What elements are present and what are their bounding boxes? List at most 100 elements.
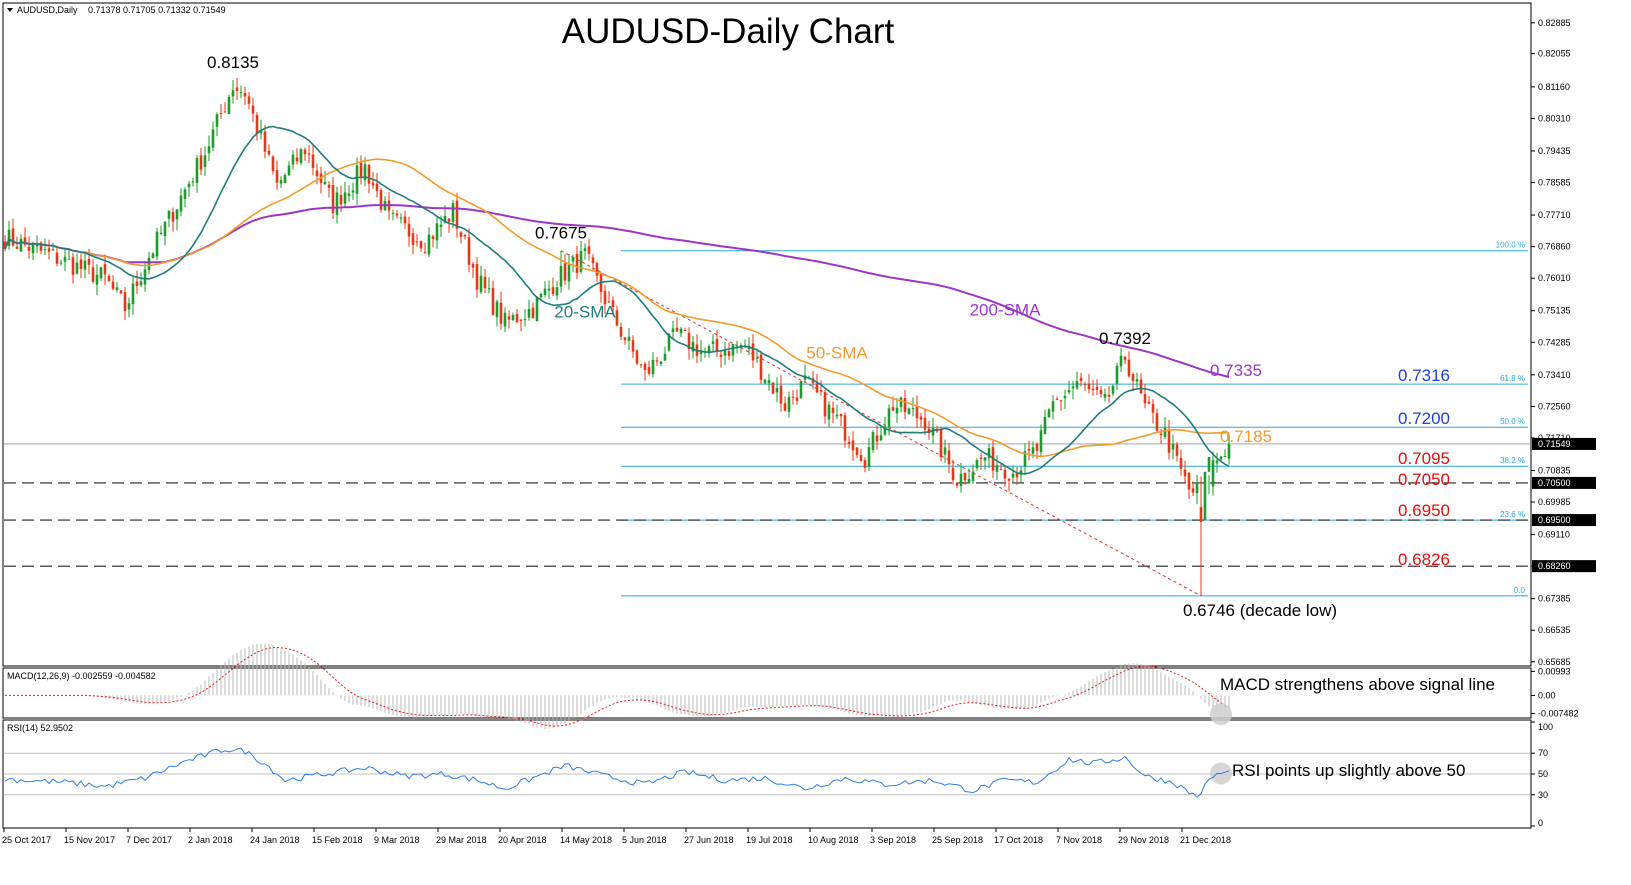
candle-body (843, 415, 847, 441)
candle-body (251, 105, 255, 114)
candle-body (859, 455, 863, 461)
price-highlight-box (1532, 437, 1596, 450)
candle-body (939, 428, 943, 458)
candle-body (23, 237, 27, 245)
candle-body (1075, 381, 1079, 389)
candle-body (215, 114, 219, 127)
candle-body (223, 111, 227, 113)
candle-body (307, 153, 311, 155)
candle-body (1131, 374, 1135, 381)
candle-body (523, 319, 527, 321)
candle-body (663, 353, 667, 361)
candle-body (1003, 469, 1007, 479)
level-label: 0.6826 (1398, 550, 1450, 569)
candle-body (1047, 409, 1051, 418)
candle-body (59, 262, 63, 264)
level-label: 0.7185 (1220, 427, 1272, 446)
candle-body (651, 359, 655, 375)
candle-body (999, 468, 1003, 470)
price-tick-label: 0.72560 (1538, 401, 1571, 411)
candle-body (1123, 357, 1127, 360)
candle-body (647, 367, 651, 374)
candle-body (367, 164, 371, 184)
candle-body (19, 238, 23, 252)
price-tick-label: 0.82055 (1538, 49, 1571, 59)
candle-body (979, 457, 983, 459)
candle-body (1063, 395, 1067, 399)
price-tick-label: 0.66535 (1538, 625, 1571, 635)
candle-body (1043, 416, 1047, 434)
candle-body (331, 184, 335, 213)
candle-body (15, 246, 19, 249)
candle-body (415, 241, 419, 243)
time-tick-label: 7 Dec 2017 (126, 835, 172, 845)
fib-level-label: 23.6 % (1500, 510, 1525, 519)
candle-body (267, 150, 271, 155)
candle-body (407, 223, 411, 237)
candle-body (899, 397, 903, 407)
candle-body (371, 182, 375, 186)
candle-body (767, 380, 771, 384)
candle-body (107, 276, 111, 282)
price-annotation: 0.7392 (1099, 329, 1151, 348)
candle-body (363, 164, 367, 181)
candle-body (1223, 455, 1227, 457)
candle-body (687, 332, 691, 349)
candle-body (923, 417, 927, 430)
candle-body (351, 190, 355, 193)
candle-body (451, 203, 455, 222)
candle-body (295, 157, 299, 162)
candle-body (823, 392, 827, 417)
candle-body (499, 302, 503, 324)
candle-body (611, 300, 615, 308)
candle-body (1135, 379, 1139, 382)
fib-level-label: 61.8 % (1500, 374, 1525, 383)
time-tick-label: 17 Oct 2018 (994, 835, 1043, 845)
price-tick-label: 0.73410 (1538, 370, 1571, 380)
macd-signal-line (5, 646, 1230, 727)
price-tick-label: 0.69985 (1538, 497, 1571, 507)
time-tick-label: 29 Mar 2018 (436, 835, 487, 845)
candle-body (427, 234, 431, 255)
chart-title: AUDUSD-Daily Chart (562, 12, 895, 51)
candle-body (783, 403, 787, 411)
candle-body (1099, 389, 1103, 395)
candle-body (983, 457, 987, 461)
candle-body (1159, 433, 1163, 436)
price-tick-label: 0.76010 (1538, 273, 1571, 283)
candle-body (787, 396, 791, 412)
candle-body (643, 363, 647, 370)
candle-body (1055, 398, 1059, 400)
candle-body (639, 364, 643, 366)
candle-body (751, 343, 755, 361)
candle-body (355, 165, 359, 194)
candle-body (395, 213, 399, 216)
candle-body (819, 390, 823, 392)
candle-body (1083, 384, 1087, 386)
symbol-label: AUDUSD,Daily (17, 5, 78, 15)
candle-body (699, 350, 703, 355)
time-tick-label: 25 Oct 2017 (2, 835, 51, 845)
time-tick-label: 15 Feb 2018 (312, 835, 363, 845)
chart-annotations: 0.8135 0.7675 0.7392 0.6746 (decade low) 20-… (207, 53, 1450, 620)
candle-body (455, 200, 459, 229)
time-tick-label: 10 Aug 2018 (808, 835, 859, 845)
price-tick-label: 0.77710 (1538, 210, 1571, 220)
symbol-dropdown-icon[interactable] (7, 8, 13, 12)
candle-body (1111, 385, 1115, 394)
candle-body (731, 344, 735, 356)
candle-body (11, 228, 15, 246)
candle-body (1203, 471, 1207, 521)
candle-body (595, 262, 599, 276)
candle-body (447, 218, 451, 222)
candle-body (191, 181, 195, 183)
candle-body (1031, 447, 1035, 454)
candle-body (655, 360, 659, 362)
price-annotation: 50-SMA (806, 343, 868, 362)
candle-body (1087, 383, 1091, 390)
candle-body (459, 232, 463, 237)
candle-body (75, 262, 79, 274)
candle-body (195, 158, 199, 183)
price-highlight-label: 0.69500 (1538, 515, 1571, 525)
rsi-tick-label: 30 (1538, 790, 1548, 800)
